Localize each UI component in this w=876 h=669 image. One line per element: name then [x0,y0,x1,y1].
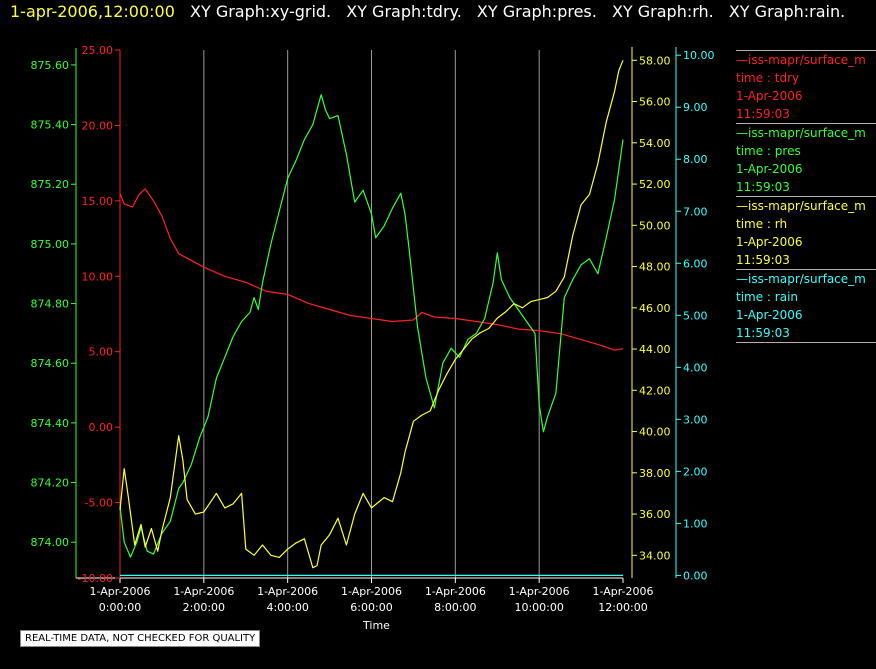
x-tick-label-time: 4:00:00 [266,601,308,614]
x-tick-label-date: 1-Apr-2006 [173,585,234,598]
y-tick-label-pres: 874.20 [31,477,70,490]
legend-time: 11:59:03 [736,253,790,267]
y-tick-label-pres: 875.60 [31,59,70,72]
y-tick-label-pres: 875.20 [31,178,70,191]
y-tick-label-pres: 874.00 [31,536,70,549]
y-tick-label-tdry: -10.00 [78,572,113,585]
x-tick-label-date: 1-Apr-2006 [341,585,402,598]
series-line-rh [119,60,624,569]
y-tick-label-rain: 8.00 [683,153,708,166]
y-tick-label-pres: 874.40 [31,417,70,430]
y-tick-label-rh: 58.00 [639,54,671,67]
y-tick-label-rh: 48.00 [639,261,671,274]
legend-date: 1-Apr-2006 [736,308,803,322]
y-tick-label-rain: 5.00 [683,309,708,322]
x-tick-label-date: 1-Apr-2006 [89,585,150,598]
graph-title-rh: XY Graph:rh. [611,2,714,21]
y-tick-label-rh: 50.00 [639,219,671,232]
y-tick-label-tdry: 5.00 [89,346,114,359]
y-tick-label-rain: 4.00 [683,361,708,374]
y-tick-label-rh: 54.00 [639,137,671,150]
y-tick-label-rh: 56.00 [639,96,671,109]
x-tick-label-time: 12:00:00 [598,601,647,614]
legend-variable: time : pres [736,144,801,158]
y-tick-label-rh: 42.00 [639,384,671,397]
y-tick-label-rain: 9.00 [683,101,708,114]
legend-variable: time : tdry [736,71,800,85]
y-tick-label-rain: 7.00 [683,205,708,218]
graph-title-xy-grid: XY Graph:xy-grid. [190,2,332,21]
legend: —iss-mapr/surface_m time : tdry 1-Apr-20… [736,50,876,343]
legend-time: 11:59:03 [736,107,790,121]
legend-entry-tdry[interactable]: —iss-mapr/surface_m time : tdry 1-Apr-20… [736,50,876,123]
y-tick-label-rain: 1.00 [683,517,708,530]
x-axis-label: Time [362,619,390,632]
y-tick-label-rain: 6.00 [683,257,708,270]
legend-variable: time : rh [736,217,788,231]
y-tick-label-tdry: 25.00 [82,44,114,57]
legend-time: 11:59:03 [736,326,790,340]
legend-entry-rh[interactable]: —iss-mapr/surface_m time : rh 1-Apr-2006… [736,196,876,269]
y-tick-label-tdry: 15.00 [82,195,114,208]
y-tick-label-rh: 44.00 [639,343,671,356]
x-tick-label-date: 1-Apr-2006 [592,585,653,598]
x-tick-label-date: 1-Apr-2006 [257,585,318,598]
graph-title-rain: XY Graph:rain. [728,2,846,21]
legend-entry-pres[interactable]: —iss-mapr/surface_m time : pres 1-Apr-20… [736,123,876,196]
y-tick-label-pres: 875.00 [31,238,70,251]
y-tick-label-tdry: -5.00 [85,497,113,510]
header-timestamp: 1-apr-2006,12:00:00 [10,2,175,21]
legend-date: 1-Apr-2006 [736,89,803,103]
legend-series-name: —iss-mapr/surface_m [736,199,866,213]
y-tick-label-tdry: 10.00 [82,270,114,283]
graph-title-pres: XY Graph:pres. [476,2,597,21]
x-tick-label-time: 2:00:00 [183,601,225,614]
legend-series-name: —iss-mapr/surface_m [736,126,866,140]
y-tick-label-rain: 3.00 [683,413,708,426]
y-tick-label-tdry: 0.00 [89,421,114,434]
legend-time: 11:59:03 [736,180,790,194]
y-tick-label-rain: 0.00 [683,569,708,582]
x-tick-label-time: 10:00:00 [514,601,563,614]
legend-date: 1-Apr-2006 [736,162,803,176]
legend-date: 1-Apr-2006 [736,235,803,249]
legend-series-name: —iss-mapr/surface_m [736,53,866,67]
y-tick-label-tdry: 20.00 [82,119,114,132]
y-tick-label-rh: 38.00 [639,467,671,480]
x-tick-label-time: 6:00:00 [350,601,392,614]
quality-note: REAL-TIME DATA, NOT CHECKED FOR QUALITY [20,630,261,647]
legend-entry-rain[interactable]: —iss-mapr/surface_m time : rain 1-Apr-20… [736,269,876,343]
x-tick-label-date: 1-Apr-2006 [509,585,570,598]
x-tick-label-time: 8:00:00 [434,601,476,614]
y-tick-label-rh: 36.00 [639,508,671,521]
legend-series-name: —iss-mapr/surface_m [736,272,866,286]
legend-variable: time : rain [736,290,799,304]
x-tick-label-time: 0:00:00 [99,601,141,614]
y-tick-label-rain: 2.00 [683,465,708,478]
y-tick-label-rain: 10.00 [683,49,715,62]
header: 1-apr-2006,12:00:00 XY Graph:xy-grid. XY… [10,2,845,21]
y-tick-label-rh: 46.00 [639,302,671,315]
y-tick-label-pres: 874.60 [31,357,70,370]
y-tick-label-rh: 52.00 [639,178,671,191]
graph-title-tdry: XY Graph:tdry. [346,2,462,21]
y-tick-label-pres: 875.40 [31,119,70,132]
y-tick-label-rh: 34.00 [639,549,671,562]
series-line-pres [119,94,624,558]
y-tick-label-rh: 40.00 [639,426,671,439]
x-tick-label-date: 1-Apr-2006 [425,585,486,598]
y-tick-label-pres: 874.80 [31,298,70,311]
